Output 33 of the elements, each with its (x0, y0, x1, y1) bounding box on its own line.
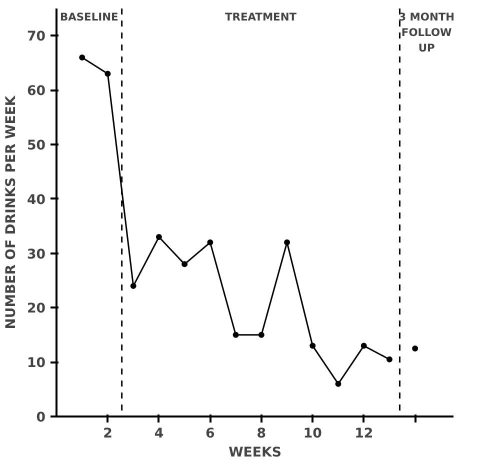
x-tick-label: 4 (154, 426, 164, 442)
x-tick-label: 10 (303, 426, 322, 442)
x-tick-label: 6 (206, 426, 215, 442)
point (258, 332, 264, 338)
point (182, 261, 188, 268)
annotation: TREATMENT (225, 10, 298, 24)
y-tick-label: 30 (26, 247, 46, 262)
x-tick-label: 2 (103, 426, 112, 442)
y-tick-label: 50 (26, 138, 46, 154)
point (412, 346, 418, 352)
y-tick-label: 0 (36, 410, 46, 426)
x-tick-label: 12 (354, 426, 374, 442)
point (79, 54, 86, 60)
point (386, 356, 392, 362)
point (156, 234, 162, 240)
point (310, 342, 316, 349)
y-tick-label: 10 (26, 356, 46, 372)
point (130, 282, 136, 289)
y-axis-title: NUMBER OF DRINKS PER WEEK (4, 95, 19, 330)
annotation: BASELINE (60, 10, 118, 24)
y-tick-label: 40 (26, 192, 46, 208)
y-tick-label: 70 (26, 30, 46, 45)
point (104, 70, 111, 77)
point (284, 239, 290, 246)
y-tick-label: 60 (26, 84, 46, 100)
annotation: 3 MONTH FOLLOW UP (398, 10, 455, 55)
point (335, 380, 342, 387)
x-tick-label: 8 (256, 426, 266, 442)
point (232, 332, 239, 338)
point (360, 342, 367, 349)
y-tick-label: 20 (26, 302, 46, 317)
point (207, 239, 214, 246)
x-axis-title: WEEKS (228, 446, 282, 460)
